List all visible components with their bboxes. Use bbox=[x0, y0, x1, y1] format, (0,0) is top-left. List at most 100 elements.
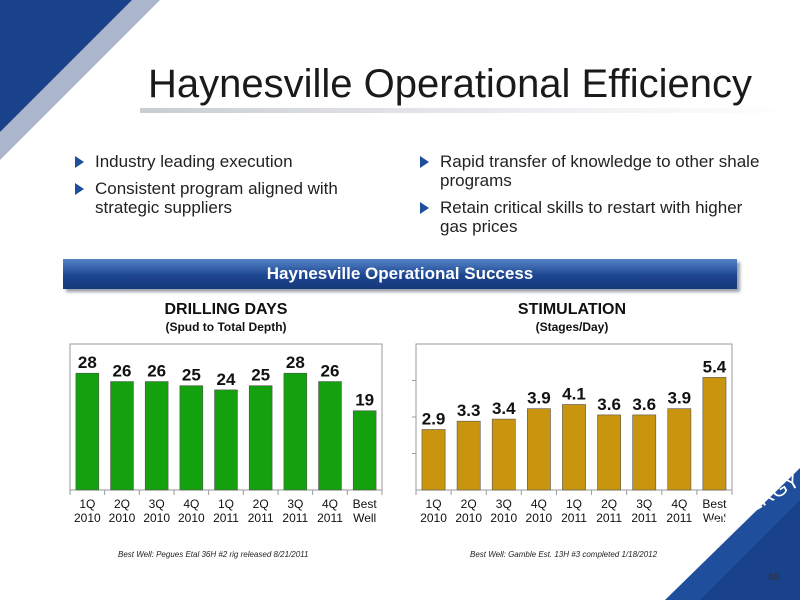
page-number: 46 bbox=[768, 572, 780, 583]
stimulation-data-label: 3.3 bbox=[457, 401, 481, 420]
drilling-chart-title: DRILLING DAYS (Spud to Total Depth) bbox=[70, 301, 382, 335]
bullet-item: Rapid transfer of knowledge to other sha… bbox=[420, 152, 760, 190]
section-banner: Haynesville Operational Success bbox=[63, 259, 737, 289]
stimulation-category-label: 2010 bbox=[420, 511, 447, 525]
drilling-data-label: 25 bbox=[182, 366, 201, 385]
stimulation-category-label: 2010 bbox=[490, 511, 517, 525]
stimulation-category-label: 3Q bbox=[636, 497, 652, 511]
drilling-data-label: 26 bbox=[321, 362, 340, 381]
drilling-category-label: 2011 bbox=[248, 511, 274, 525]
stimulation-category-label: 2011 bbox=[596, 511, 622, 525]
drilling-data-label: 28 bbox=[286, 353, 305, 372]
stimulation-category-label: 2010 bbox=[526, 511, 553, 525]
drilling-bar bbox=[318, 381, 342, 491]
drilling-category-label: 2Q bbox=[114, 497, 130, 511]
bullet-arrow-icon bbox=[75, 183, 84, 195]
drilling-category-label: Best bbox=[353, 497, 378, 511]
corner-triangle-bottom-right bbox=[665, 468, 800, 600]
drilling-category-label: 2010 bbox=[143, 511, 170, 525]
drilling-bar bbox=[179, 385, 204, 491]
drilling-bar bbox=[110, 381, 134, 491]
stimulation-category-label: 3Q bbox=[496, 497, 512, 511]
stimulation-category-label: 2011 bbox=[631, 511, 657, 525]
drilling-category-label: 4Q bbox=[183, 497, 199, 511]
stimulation-data-label: 5.4 bbox=[703, 357, 727, 376]
stimulation-chart-title: STIMULATION (Stages/Day) bbox=[412, 301, 732, 335]
drilling-footnote: Best Well: Pegues Etal 36H #2 rig releas… bbox=[118, 550, 309, 559]
stimulation-category-label: 2010 bbox=[455, 511, 482, 525]
stimulation-bar bbox=[421, 429, 446, 491]
title-rule bbox=[140, 108, 800, 113]
stimulation-bar bbox=[702, 377, 727, 491]
drilling-bar bbox=[144, 381, 169, 491]
drilling-chart-heading: DRILLING DAYS bbox=[164, 301, 288, 318]
stimulation-category-label: 4Q bbox=[671, 497, 687, 511]
drilling-category-label: 2Q bbox=[253, 497, 269, 511]
stimulation-data-label: 3.9 bbox=[668, 389, 692, 408]
corner-triangle-top-left bbox=[0, 0, 132, 132]
stimulation-category-label: 4Q bbox=[531, 497, 547, 511]
drilling-bar bbox=[248, 385, 273, 491]
stimulation-category-label: 2Q bbox=[601, 497, 617, 511]
bullet-list-left: Industry leading execution Consistent pr… bbox=[75, 152, 405, 225]
stimulation-category-label: Best bbox=[702, 497, 727, 511]
stimulation-bar bbox=[527, 408, 551, 491]
stimulation-category-label: 1Q bbox=[566, 497, 582, 511]
drilling-category-label: 2010 bbox=[74, 511, 101, 525]
drilling-bar bbox=[214, 389, 238, 491]
drilling-data-label: 26 bbox=[113, 362, 132, 381]
stimulation-data-label: 3.9 bbox=[527, 389, 551, 408]
stimulation-category-label: Well bbox=[703, 511, 726, 525]
drilling-category-label: 2011 bbox=[317, 511, 343, 525]
stimulation-data-label: 3.4 bbox=[492, 399, 516, 418]
slide-title: Haynesville Operational Efficiency bbox=[148, 62, 753, 106]
drilling-category-label: 1Q bbox=[79, 497, 95, 511]
stimulation-bar bbox=[456, 420, 481, 491]
stimulation-data-label: 3.6 bbox=[597, 395, 621, 414]
stimulation-category-label: 1Q bbox=[426, 497, 442, 511]
drilling-data-label: 24 bbox=[217, 370, 236, 389]
stimulation-category-label: 2011 bbox=[666, 511, 692, 525]
bullet-item: Consistent program aligned with strategi… bbox=[75, 179, 405, 217]
drilling-category-label: 2011 bbox=[213, 511, 239, 525]
drilling-bar bbox=[352, 410, 377, 491]
stimulation-data-label: 2.9 bbox=[422, 410, 446, 429]
drilling-category-label: 4Q bbox=[322, 497, 338, 511]
corner-band-top-left bbox=[0, 0, 160, 160]
bullet-item: Industry leading execution bbox=[75, 152, 405, 171]
drilling-category-label: 3Q bbox=[287, 497, 303, 511]
stimulation-bar bbox=[632, 414, 657, 491]
drilling-bar bbox=[75, 372, 100, 491]
stimulation-chart-subtitle: (Stages/Day) bbox=[535, 320, 609, 334]
bullet-arrow-icon bbox=[420, 156, 429, 168]
corner-band-bottom-right bbox=[700, 500, 800, 600]
stimulation-footnote: Best Well: Gamble Est. 13H #3 completed … bbox=[470, 550, 658, 559]
stimulation-chart-heading: STIMULATION bbox=[517, 301, 627, 318]
stimulation-category-label: 2Q bbox=[461, 497, 477, 511]
stimulation-data-label: 3.6 bbox=[632, 395, 656, 414]
drilling-data-label: 25 bbox=[251, 366, 270, 385]
drilling-category-label: 2010 bbox=[178, 511, 205, 525]
drilling-data-label: 26 bbox=[147, 362, 166, 381]
bullet-arrow-icon bbox=[75, 156, 84, 168]
stimulation-category-label: 2011 bbox=[561, 511, 587, 525]
bullet-arrow-icon bbox=[420, 202, 429, 214]
stimulation-bar bbox=[491, 418, 516, 491]
drilling-data-label: 28 bbox=[78, 353, 97, 372]
stimulation-data-label: 4.1 bbox=[562, 384, 586, 403]
stimulation-bar bbox=[562, 404, 586, 491]
bullet-item: Retain critical skills to restart with h… bbox=[420, 198, 760, 236]
drilling-category-label: 3Q bbox=[149, 497, 165, 511]
drilling-chart-subtitle: (Spud to Total Depth) bbox=[165, 320, 287, 334]
drilling-category-label: 2011 bbox=[282, 511, 308, 525]
stimulation-bar bbox=[667, 408, 692, 491]
drilling-category-label: Well bbox=[353, 511, 376, 525]
drilling-category-label: 1Q bbox=[218, 497, 234, 511]
stimulation-bar bbox=[597, 414, 621, 491]
bullet-list-right: Rapid transfer of knowledge to other sha… bbox=[420, 152, 760, 244]
drilling-bar bbox=[283, 372, 308, 491]
drilling-category-label: 2010 bbox=[109, 511, 136, 525]
